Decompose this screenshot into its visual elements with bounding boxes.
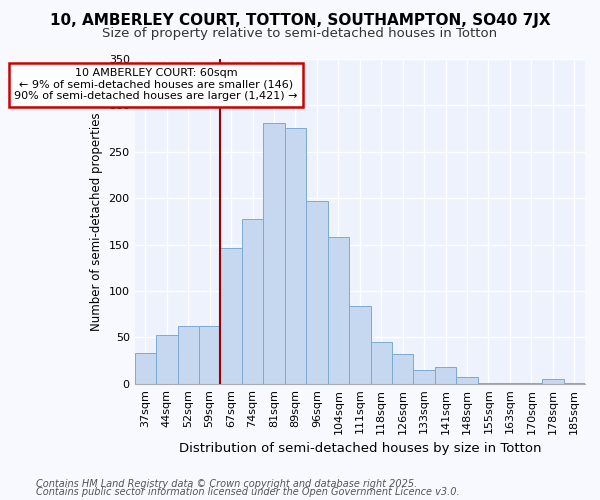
Bar [199, 326, 220, 384]
Bar [521, 383, 542, 384]
Bar [435, 367, 457, 384]
Bar [478, 383, 499, 384]
Text: 10, AMBERLEY COURT, TOTTON, SOUTHAMPTON, SO40 7JX: 10, AMBERLEY COURT, TOTTON, SOUTHAMPTON,… [50, 12, 550, 28]
Text: Contains public sector information licensed under the Open Government Licence v3: Contains public sector information licen… [36, 487, 460, 497]
Bar [134, 353, 156, 384]
Bar [563, 383, 585, 384]
Text: Size of property relative to semi-detached houses in Totton: Size of property relative to semi-detach… [103, 28, 497, 40]
Bar [499, 383, 521, 384]
Bar [328, 237, 349, 384]
Bar [178, 326, 199, 384]
X-axis label: Distribution of semi-detached houses by size in Totton: Distribution of semi-detached houses by … [179, 442, 541, 455]
Bar [285, 128, 306, 384]
Text: 10 AMBERLEY COURT: 60sqm
← 9% of semi-detached houses are smaller (146)
90% of s: 10 AMBERLEY COURT: 60sqm ← 9% of semi-de… [14, 68, 298, 102]
Bar [156, 334, 178, 384]
Bar [542, 379, 563, 384]
Bar [413, 370, 435, 384]
Bar [349, 306, 371, 384]
Bar [263, 123, 285, 384]
Bar [306, 201, 328, 384]
Text: Contains HM Land Registry data © Crown copyright and database right 2025.: Contains HM Land Registry data © Crown c… [36, 479, 417, 489]
Bar [371, 342, 392, 384]
Y-axis label: Number of semi-detached properties: Number of semi-detached properties [90, 112, 103, 330]
Bar [242, 218, 263, 384]
Bar [392, 354, 413, 384]
Bar [220, 248, 242, 384]
Bar [457, 378, 478, 384]
